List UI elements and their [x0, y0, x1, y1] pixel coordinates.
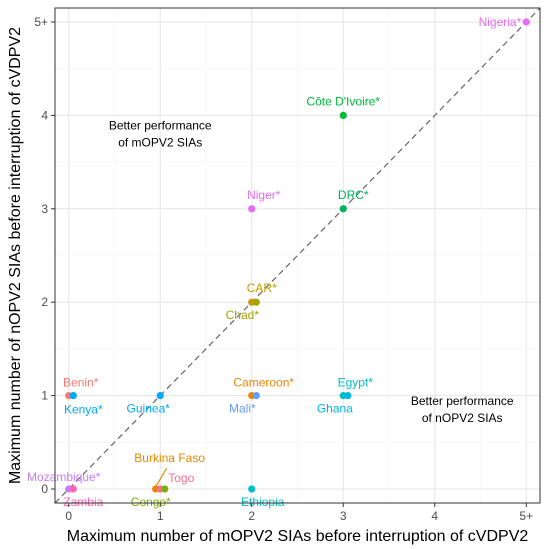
x-axis-title: Maximum number of mOPV2 SIAs before inte…	[67, 528, 529, 545]
point-label: Togo	[168, 471, 194, 485]
y-tick-label: 0	[41, 482, 48, 496]
diagonal-reference-line	[54, 7, 541, 504]
data-point	[156, 391, 164, 400]
grid	[55, 8, 540, 503]
point-label: Côte D'Ivoire*	[306, 94, 380, 108]
data-point	[69, 485, 77, 493]
data-point	[339, 111, 347, 120]
data-point	[344, 391, 352, 400]
point-label: Niger*	[247, 188, 281, 202]
point-label: Guinea*	[127, 402, 171, 416]
x-tick-label: 2	[248, 509, 255, 523]
y-tick-label: 1	[41, 389, 48, 403]
label-leader-lines	[155, 467, 168, 488]
x-tick-label: 3	[340, 509, 347, 523]
x-axis-ticks: 0 1 2 3 4 5+	[65, 503, 533, 523]
point-label: CAR*	[247, 281, 277, 295]
point-label: Mozambique*	[27, 470, 101, 484]
point-label: Mali*	[229, 402, 256, 416]
data-point	[69, 391, 77, 400]
x-tick-label: 5+	[519, 509, 533, 523]
point-label: Ghana	[317, 402, 353, 416]
data-point	[339, 205, 347, 213]
point-label: Kenya*	[64, 403, 103, 417]
point-label: DRC*	[338, 188, 369, 202]
annotation-text: Better performance of nOPV2 SIAs	[411, 394, 514, 425]
data-points	[65, 18, 530, 493]
y-tick-label: 2	[41, 295, 48, 309]
data-point	[161, 485, 169, 493]
data-point	[248, 485, 256, 493]
point-label: Zambia	[63, 495, 103, 509]
point-label: Benin*	[63, 376, 99, 390]
data-point	[248, 205, 256, 213]
point-label: Cameroon*	[233, 376, 294, 390]
point-label: Nigeria*	[479, 15, 522, 29]
point-label: Congo*	[131, 495, 171, 509]
point-labels: Nigeria* Côte D'Ivoire* DRC* Niger* CAR* Chad…	[27, 15, 522, 509]
y-tick-label: 4	[41, 108, 48, 122]
plot-border	[54, 7, 541, 504]
x-tick-label: 0	[65, 509, 72, 523]
point-label: Chad*	[226, 308, 260, 322]
point-label: Ethiopia	[241, 495, 285, 509]
y-tick-label: 5+	[34, 15, 48, 29]
x-tick-label: 4	[431, 509, 438, 523]
point-label: Egypt*	[338, 376, 374, 390]
data-point	[252, 298, 260, 306]
point-label: Burkina Faso	[134, 451, 205, 465]
x-tick-label: 1	[157, 509, 164, 523]
annotation-text: Better performance of mOPV2 SIAs	[109, 118, 212, 149]
data-point	[522, 18, 530, 26]
y-tick-label: 3	[41, 202, 48, 216]
data-point	[252, 391, 260, 400]
y-axis-ticks: 0 1 2 3 4 5+	[34, 15, 55, 496]
annotations: Better performance of mOPV2 SIAs Better pe…	[109, 118, 514, 425]
label-leader-line	[155, 467, 168, 488]
y-axis-title: Maximum number of nOPV2 SIAs before inte…	[7, 27, 24, 484]
